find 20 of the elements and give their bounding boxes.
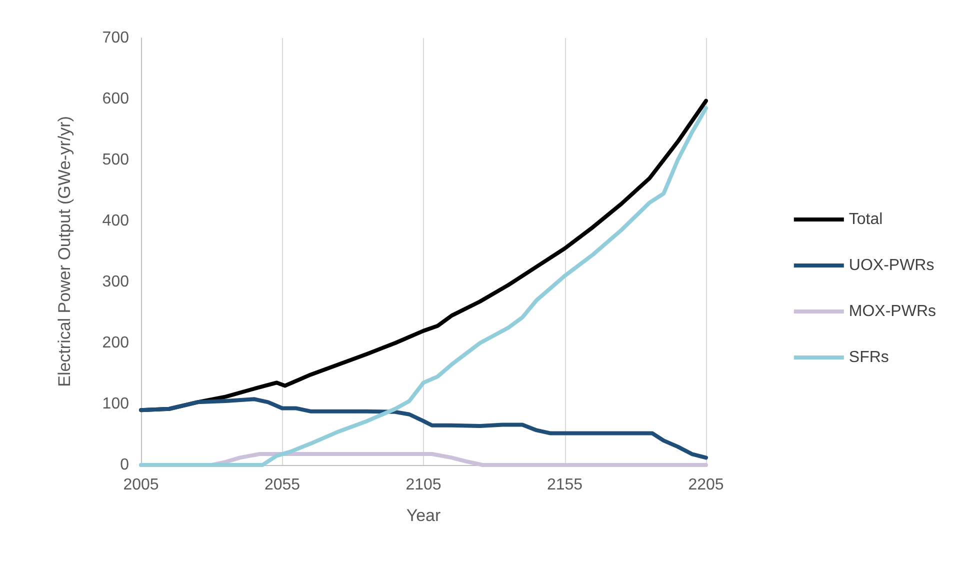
x-tick-label: 2055 xyxy=(264,476,300,494)
y-tick-label: 600 xyxy=(102,90,130,108)
legend-label: SFRs xyxy=(848,349,889,366)
y-tick-label: 300 xyxy=(102,274,130,290)
y-tick-label: 400 xyxy=(102,212,130,230)
legend-label: Total xyxy=(848,211,883,228)
line-series xyxy=(139,397,708,460)
y-tick-label: 0 xyxy=(120,456,130,474)
y-tick-label: 200 xyxy=(102,334,130,352)
y-tick-label: 700 xyxy=(102,30,130,46)
y-axis-title: Electrical Power Output (GWe-yr/yr) xyxy=(55,116,74,387)
x-tick-label: 2205 xyxy=(688,476,724,494)
y-tick-label: 500 xyxy=(102,152,130,168)
x-tick-label: 2105 xyxy=(406,476,442,494)
x-axis-title: Year xyxy=(406,506,442,525)
y-tick-label: 100 xyxy=(102,396,130,412)
x-tick-label: 2155 xyxy=(546,476,583,494)
legend-label: UOX-PWRs xyxy=(848,257,934,274)
legend-label: MOX-PWRs xyxy=(848,303,936,320)
x-tick-label: 2005 xyxy=(123,476,159,494)
